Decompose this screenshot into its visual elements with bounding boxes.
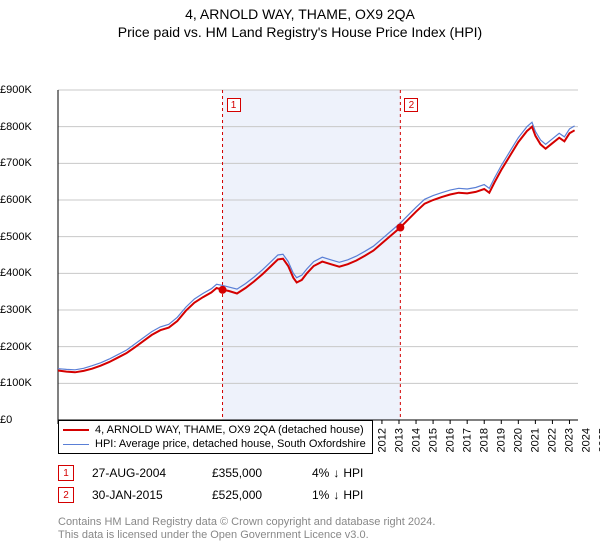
footer-line2: This data is licensed under the Open Gov…: [58, 529, 435, 542]
transaction-marker: 2: [404, 98, 418, 112]
footer-attribution: Contains HM Land Registry data © Crown c…: [58, 516, 435, 542]
transaction-row: 2 30-JAN-2015£525,0001%↓HPI: [58, 484, 422, 506]
x-tick-label: 2013: [393, 428, 405, 452]
x-tick-label: 2020: [513, 428, 525, 452]
y-tick-label: £100K: [0, 377, 52, 389]
transaction-row: 1 27-AUG-2004£355,0004%↓HPI: [58, 462, 422, 484]
x-tick-label: 2017: [462, 428, 474, 452]
x-tick-label: 2024: [581, 428, 593, 452]
x-tick-label: 2014: [410, 428, 422, 452]
transaction-price: £525,000: [212, 488, 312, 502]
legend-row: HPI: Average price, detached house, Sout…: [63, 437, 366, 451]
y-tick-label: £0: [0, 414, 52, 426]
y-tick-label: £600K: [0, 194, 52, 206]
x-tick-label: 2023: [564, 428, 576, 452]
legend-label: 4, ARNOLD WAY, THAME, OX9 2QA (detached …: [95, 423, 364, 437]
transaction-marker: 1: [227, 98, 241, 112]
arrow-down-icon: ↓: [333, 466, 339, 480]
transaction-date: 30-JAN-2015: [92, 488, 212, 502]
transaction-table: 1 27-AUG-2004£355,0004%↓HPI 2 30-JAN-2015£5…: [58, 462, 422, 506]
y-tick-label: £800K: [0, 121, 52, 133]
transaction-row-marker: 2: [58, 487, 74, 503]
y-tick-label: £900K: [0, 84, 52, 96]
x-tick-label: 2012: [376, 428, 388, 452]
transaction-hpi-rel: 4%↓HPI: [312, 466, 422, 480]
chart-title-line2: Price paid vs. HM Land Registry's House …: [0, 24, 600, 40]
legend-box: 4, ARNOLD WAY, THAME, OX9 2QA (detached …: [58, 420, 373, 454]
legend-label: HPI: Average price, detached house, Sout…: [95, 437, 366, 451]
transaction-hpi-rel: 1%↓HPI: [312, 488, 422, 502]
x-tick-label: 2016: [445, 428, 457, 452]
y-tick-label: £400K: [0, 267, 52, 279]
arrow-down-icon: ↓: [333, 488, 339, 502]
transaction-date: 27-AUG-2004: [92, 466, 212, 480]
x-tick-label: 2019: [496, 428, 508, 452]
transaction-price: £355,000: [212, 466, 312, 480]
y-tick-label: £700K: [0, 157, 52, 169]
chart-svg: [0, 40, 598, 430]
x-tick-label: 2015: [427, 428, 439, 452]
chart-title-line1: 4, ARNOLD WAY, THAME, OX9 2QA: [0, 6, 600, 22]
transaction-row-marker: 1: [58, 465, 74, 481]
legend-row: 4, ARNOLD WAY, THAME, OX9 2QA (detached …: [63, 423, 366, 437]
legend-swatch: [63, 444, 89, 445]
x-tick-label: 2021: [530, 428, 542, 452]
x-tick-label: 2022: [547, 428, 559, 452]
footer-line1: Contains HM Land Registry data © Crown c…: [58, 516, 435, 529]
y-tick-label: £300K: [0, 304, 52, 316]
legend-swatch: [63, 429, 89, 431]
y-tick-label: £500K: [0, 231, 52, 243]
x-tick-label: 2018: [479, 428, 491, 452]
y-tick-label: £200K: [0, 341, 52, 353]
